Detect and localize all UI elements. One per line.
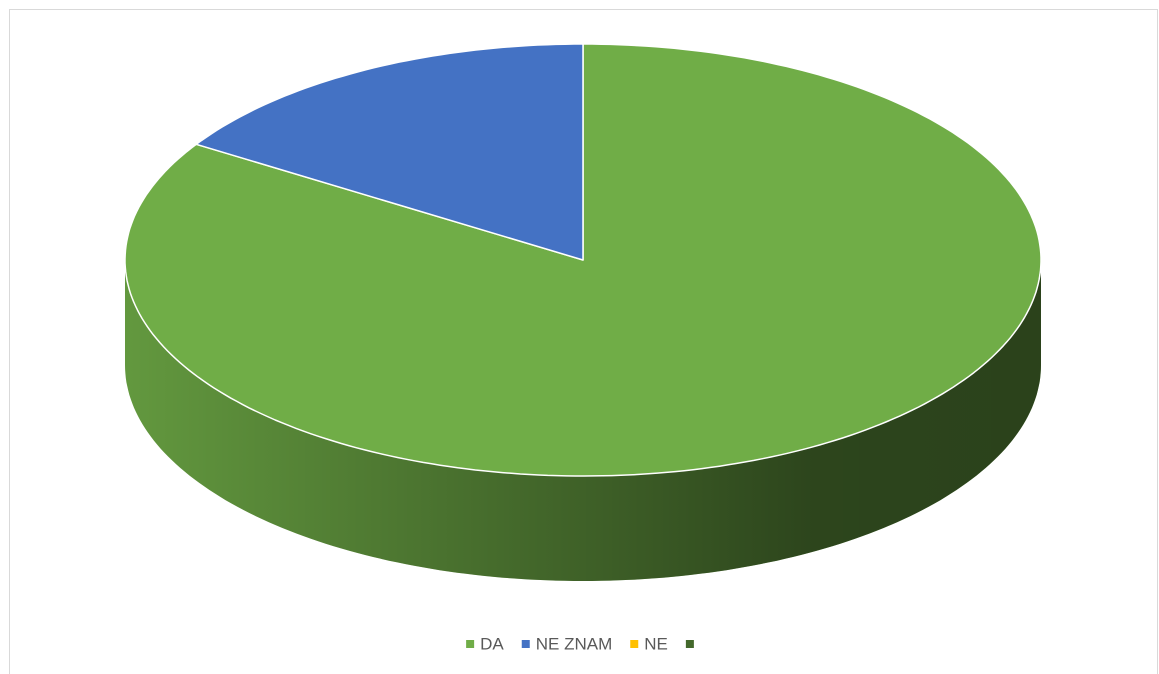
legend-swatch [685,640,694,648]
legend-swatch [466,640,475,648]
slice [195,43,584,261]
legend-swatch [630,640,639,648]
legend: DA NE ZNAM NE [466,634,694,653]
chart-border [9,9,1158,674]
slice-side-shade [125,260,1041,581]
legend-label: NE [644,634,668,653]
pie-sides [125,260,1041,581]
legend-label: DA [480,634,504,653]
legend-label: NE ZNAM [536,634,613,653]
legend-swatch [521,640,530,648]
pie-tops [124,43,1042,477]
